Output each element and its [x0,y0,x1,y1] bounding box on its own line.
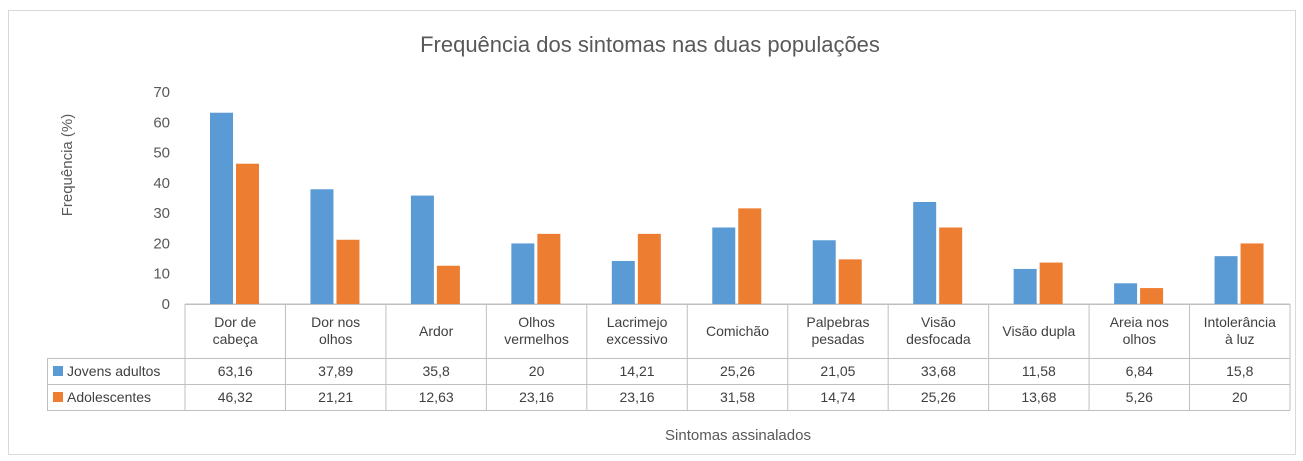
data-table-value: 5,26 [1125,388,1153,405]
bar [410,195,434,304]
data-table-value: 20 [528,362,545,379]
bar [939,227,963,304]
data-table-value: 14,74 [820,388,856,405]
bar [1013,268,1037,304]
bar [637,233,661,304]
data-table-value: 37,89 [318,362,354,379]
bar [913,201,937,304]
legend-swatch [53,366,63,376]
data-table-value: 11,58 [1021,362,1056,379]
y-axis-label: Frequência (%) [59,114,76,217]
data-table-value: 23,16 [619,388,655,405]
y-tick-label: 30 [153,205,170,222]
bar [1140,288,1164,304]
x-tick-label: Lacrimejo excessivo [606,314,668,347]
bar [210,112,233,305]
y-tick-label: 20 [153,235,170,252]
bar [1039,262,1063,304]
data-table-value: 23,16 [519,388,555,405]
x-tick-label: Comichão [705,322,769,339]
x-tick-label: Intolerância à luz [1203,314,1276,347]
x-tick-label: Areia nos olhos [1109,314,1169,347]
data-table-value: 25,26 [719,362,756,379]
bar [436,265,460,304]
bar [511,243,535,304]
y-tick-label: 40 [153,175,170,192]
data-table-value: 25,26 [920,388,956,405]
data-table-value: 15,8 [1226,362,1254,379]
x-tick-label: Palpebras pesadas [806,314,870,347]
data-table-value: 31,58 [719,388,756,405]
data-table-value: 63,16 [217,362,253,379]
y-tick-label: 50 [153,145,170,162]
bar [738,208,762,304]
bar [336,239,360,304]
x-tick-label: Visão desfocada [906,314,971,347]
data-table-value: 13,68 [1021,388,1057,405]
bar [537,233,561,304]
legend-label: Adolescentes [67,388,152,405]
bar [611,260,635,304]
y-tick-label: 60 [153,114,170,131]
data-table-value: 46,32 [217,388,253,405]
data-table-value: 6,84 [1125,362,1153,379]
bar [236,163,259,304]
x-tick-label: Olhos vermelhos [504,314,569,347]
y-tick-label: 70 [153,84,170,101]
bar [1240,243,1264,304]
chart-title: Frequência dos sintomas nas duas populaç… [420,32,880,57]
bar [1214,256,1238,304]
legend-label: Jovens adultos [67,362,161,379]
bar [712,227,736,304]
y-tick-label: 0 [162,296,170,313]
y-tick-label: 10 [153,266,170,283]
bar [812,240,836,304]
x-tick-label: Dor nos olhos [311,314,361,347]
bar [1114,283,1138,304]
bar [310,189,334,304]
x-tick-label: Ardor [419,322,454,339]
data-table-value: 21,05 [820,362,856,379]
data-table-value: 35,8 [422,362,450,379]
data-table-value: 33,68 [920,362,956,379]
x-tick-label: Dor de cabeça [212,314,258,347]
data-table-value: 12,63 [418,388,454,405]
data-table-value: 14,21 [619,362,655,379]
legend-swatch [53,392,63,402]
bar [838,259,862,304]
x-axis-label: Sintomas assinalados [665,427,811,444]
data-table-value: 21,21 [318,388,354,405]
x-tick-label: Visão dupla [1002,322,1076,339]
data-table-value: 20 [1231,388,1248,405]
